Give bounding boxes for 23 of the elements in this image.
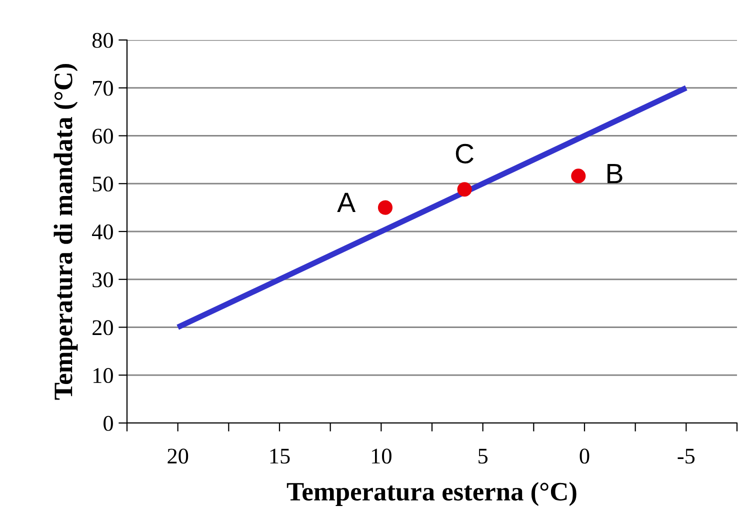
annotation: A <box>337 192 356 212</box>
annotation: B <box>608 164 622 184</box>
x-tick-label: -5 <box>678 448 695 464</box>
point <box>378 200 393 215</box>
x-axis-title: Temperatura esterna (°C) <box>286 482 576 506</box>
y-tick-label: 70 <box>93 80 113 96</box>
point <box>457 182 472 197</box>
annotation: C <box>456 144 474 164</box>
x-tick-label: 0 <box>580 448 590 464</box>
x-tick-label: 10 <box>372 448 392 464</box>
y-tick-label: 30 <box>92 272 113 288</box>
y-tick-label: 0 <box>104 416 113 431</box>
y-axis-title: Temperatura di mandata (°C) <box>54 64 78 400</box>
y-tick-label: 50 <box>92 176 113 192</box>
x-tick-label: 5 <box>478 448 488 464</box>
y-tick-label: 20 <box>92 320 113 336</box>
x-tick-label: 20 <box>168 448 188 464</box>
point <box>571 168 586 184</box>
y-tick-label: 60 <box>92 128 113 144</box>
y-tick-label: 10 <box>94 368 113 384</box>
y-tick-label: 80 <box>92 32 113 48</box>
x-tick-label: 15 <box>270 448 290 464</box>
y-tick-label: 40 <box>92 224 113 240</box>
